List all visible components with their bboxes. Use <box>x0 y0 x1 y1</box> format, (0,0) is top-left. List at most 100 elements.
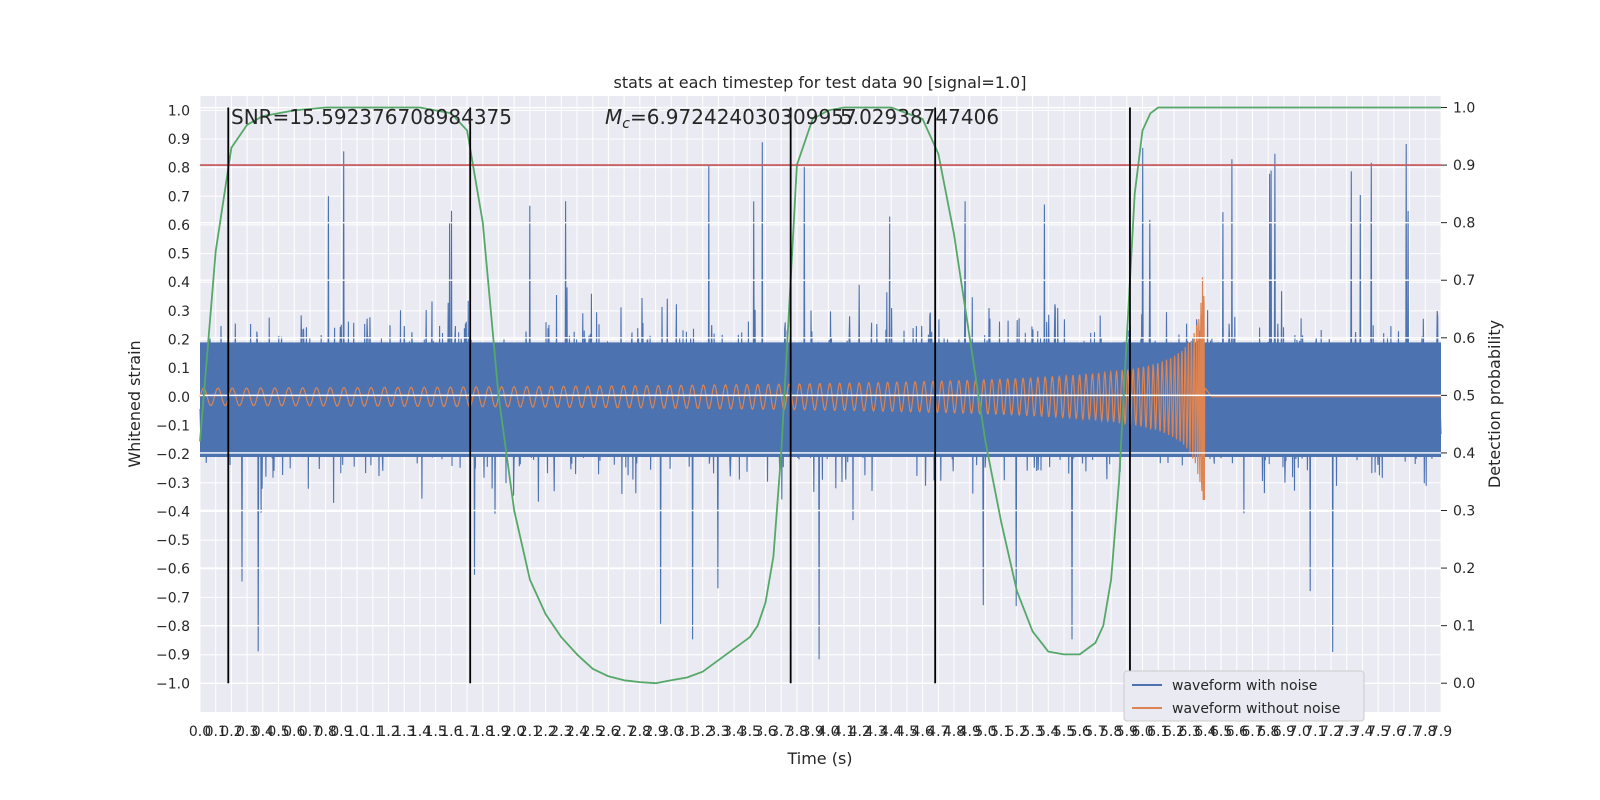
x-tick-label: 2.6 <box>597 724 619 740</box>
x-tick-label: 3.7 <box>770 724 792 740</box>
x-tick-label: 0.1 <box>205 724 227 740</box>
y-left-tick-label: −0.7 <box>156 590 190 606</box>
x-tick-label: 6.1 <box>1147 724 1169 740</box>
y-left-tick-label: 0.9 <box>168 132 190 148</box>
y-left-tick-label: 0.3 <box>168 304 190 320</box>
x-ticks: 0.00.10.20.30.40.50.60.70.80.91.01.11.21… <box>189 724 1452 740</box>
x-tick-label: 1.6 <box>440 724 462 740</box>
y-left-tick-label: 0.1 <box>168 361 190 377</box>
x-tick-label: 4.2 <box>849 724 871 740</box>
x-tick-label: 7.8 <box>1414 724 1436 740</box>
x-tick-label: 3.5 <box>739 724 761 740</box>
x-tick-label: 2.5 <box>582 724 604 740</box>
mc-symbol: M <box>605 105 622 129</box>
x-tick-label: 0.4 <box>252 724 274 740</box>
x-tick-label: 1.5 <box>425 724 447 740</box>
x-tick-label: 5.9 <box>1116 724 1138 740</box>
y-right-tick-label: 0.9 <box>1453 158 1475 174</box>
x-tick-label: 7.6 <box>1383 724 1405 740</box>
x-tick-label: 3.8 <box>786 724 808 740</box>
x-tick-label: 1.7 <box>456 724 478 740</box>
y-left-tick-label: −1.0 <box>156 676 190 692</box>
x-tick-label: 5.7 <box>1084 724 1106 740</box>
y-right-tick-label: 0.5 <box>1453 388 1475 404</box>
legend-label-noise: waveform with noise <box>1172 678 1317 694</box>
y-left-tick-label: 0.2 <box>168 333 190 349</box>
x-tick-label: 6.2 <box>1163 724 1185 740</box>
y-right-tick-label: 0.1 <box>1453 619 1475 635</box>
x-tick-label: 4.8 <box>943 724 965 740</box>
x-tick-label: 5.2 <box>1006 724 1028 740</box>
x-tick-label: 0.9 <box>330 724 352 740</box>
legend-label-clean: waveform without noise <box>1172 701 1340 717</box>
x-tick-label: 1.8 <box>472 724 494 740</box>
y-left-tick-label: −0.4 <box>156 504 190 520</box>
x-tick-label: 5.5 <box>1053 724 1075 740</box>
x-tick-label: 1.1 <box>362 724 384 740</box>
x-tick-label: 1.0 <box>346 724 368 740</box>
y-left-tick-label: −0.6 <box>156 562 190 578</box>
y-left-tick-label: 0.5 <box>168 247 190 263</box>
noise-core-band <box>200 342 1441 458</box>
x-tick-label: 6.3 <box>1179 724 1201 740</box>
y-left-tick-label: −0.2 <box>156 447 190 463</box>
x-tick-label: 2.3 <box>550 724 572 740</box>
probability-path <box>199 106 1441 685</box>
x-tick-label: 0.7 <box>299 724 321 740</box>
y-left-tick-label: −0.8 <box>156 619 190 635</box>
x-tick-label: 7.5 <box>1367 724 1389 740</box>
x-tick-label: 3.2 <box>692 724 714 740</box>
extra-annotation: 5.02938747406 <box>840 105 999 129</box>
x-tick-label: 0.5 <box>267 724 289 740</box>
x-tick-label: 3.4 <box>723 724 745 740</box>
x-tick-label: 6.7 <box>1241 724 1263 740</box>
y-right-tick-label: 0.3 <box>1453 504 1475 520</box>
x-tick-label: 3.9 <box>802 724 824 740</box>
x-tick-label: 4.1 <box>833 724 855 740</box>
x-tick-label: 3.6 <box>754 724 776 740</box>
x-tick-label: 2.1 <box>519 724 541 740</box>
x-tick-label: 7.2 <box>1320 724 1342 740</box>
x-tick-label: 2.8 <box>629 724 651 740</box>
legend-box <box>1123 670 1365 722</box>
y-right-tick-label: 1.0 <box>1453 101 1475 117</box>
x-tick-label: 1.2 <box>377 724 399 740</box>
x-tick-label: 3.3 <box>707 724 729 740</box>
x-tick-label: 4.3 <box>864 724 886 740</box>
y-left-tick-label: 0.8 <box>168 161 190 177</box>
mc-annotation: Mc=6.972424030309957 <box>605 105 857 132</box>
y-right-tick-label: 0.0 <box>1453 676 1475 692</box>
x-tick-label: 4.6 <box>911 724 933 740</box>
x-tick-label: 5.8 <box>1100 724 1122 740</box>
chart-title: stats at each timestep for test data 90 … <box>614 73 1027 92</box>
x-tick-label: 4.4 <box>880 724 902 740</box>
x-tick-label: 4.7 <box>927 724 949 740</box>
y-left-tick-label: 0.7 <box>168 189 190 205</box>
y-left-axis-label: Whitened strain <box>125 340 144 467</box>
x-tick-label: 2.9 <box>644 724 666 740</box>
y-left-tick-label: 0.0 <box>168 390 190 406</box>
legend: waveform with noise waveform without noi… <box>1123 670 1365 722</box>
mc-value: =6.972424030309957 <box>630 105 857 129</box>
series-detection-probability <box>199 106 1441 685</box>
x-tick-label: 2.4 <box>566 724 588 740</box>
y-right-tick-label: 0.7 <box>1453 273 1475 289</box>
x-tick-label: 7.9 <box>1430 724 1452 740</box>
vertical-markers <box>227 107 1131 684</box>
x-tick-label: 1.9 <box>487 724 509 740</box>
x-tick-label: 0.2 <box>220 724 242 740</box>
x-tick-label: 0.3 <box>236 724 258 740</box>
snr-annotation: SNR=15.592376708984375 <box>231 105 512 129</box>
clean-waveform-path <box>199 277 1441 501</box>
x-tick-label: 0.8 <box>315 724 337 740</box>
y-right-axis-label: Detection probability <box>1485 320 1504 488</box>
x-tick-label: 3.1 <box>676 724 698 740</box>
y-right-ticks: 1.0 0.9 0.8 0.7 0.6 0.5 0.4 0.3 0.2 0.1 0.0 <box>1441 101 1475 692</box>
x-tick-label: 0.6 <box>283 724 305 740</box>
x-tick-label: 5.6 <box>1069 724 1091 740</box>
y-left-tick-label: −0.5 <box>156 533 190 549</box>
y-left-tick-label: 0.4 <box>168 275 190 291</box>
y-left-tick-label: −0.3 <box>156 476 190 492</box>
x-tick-label: 5.1 <box>990 724 1012 740</box>
